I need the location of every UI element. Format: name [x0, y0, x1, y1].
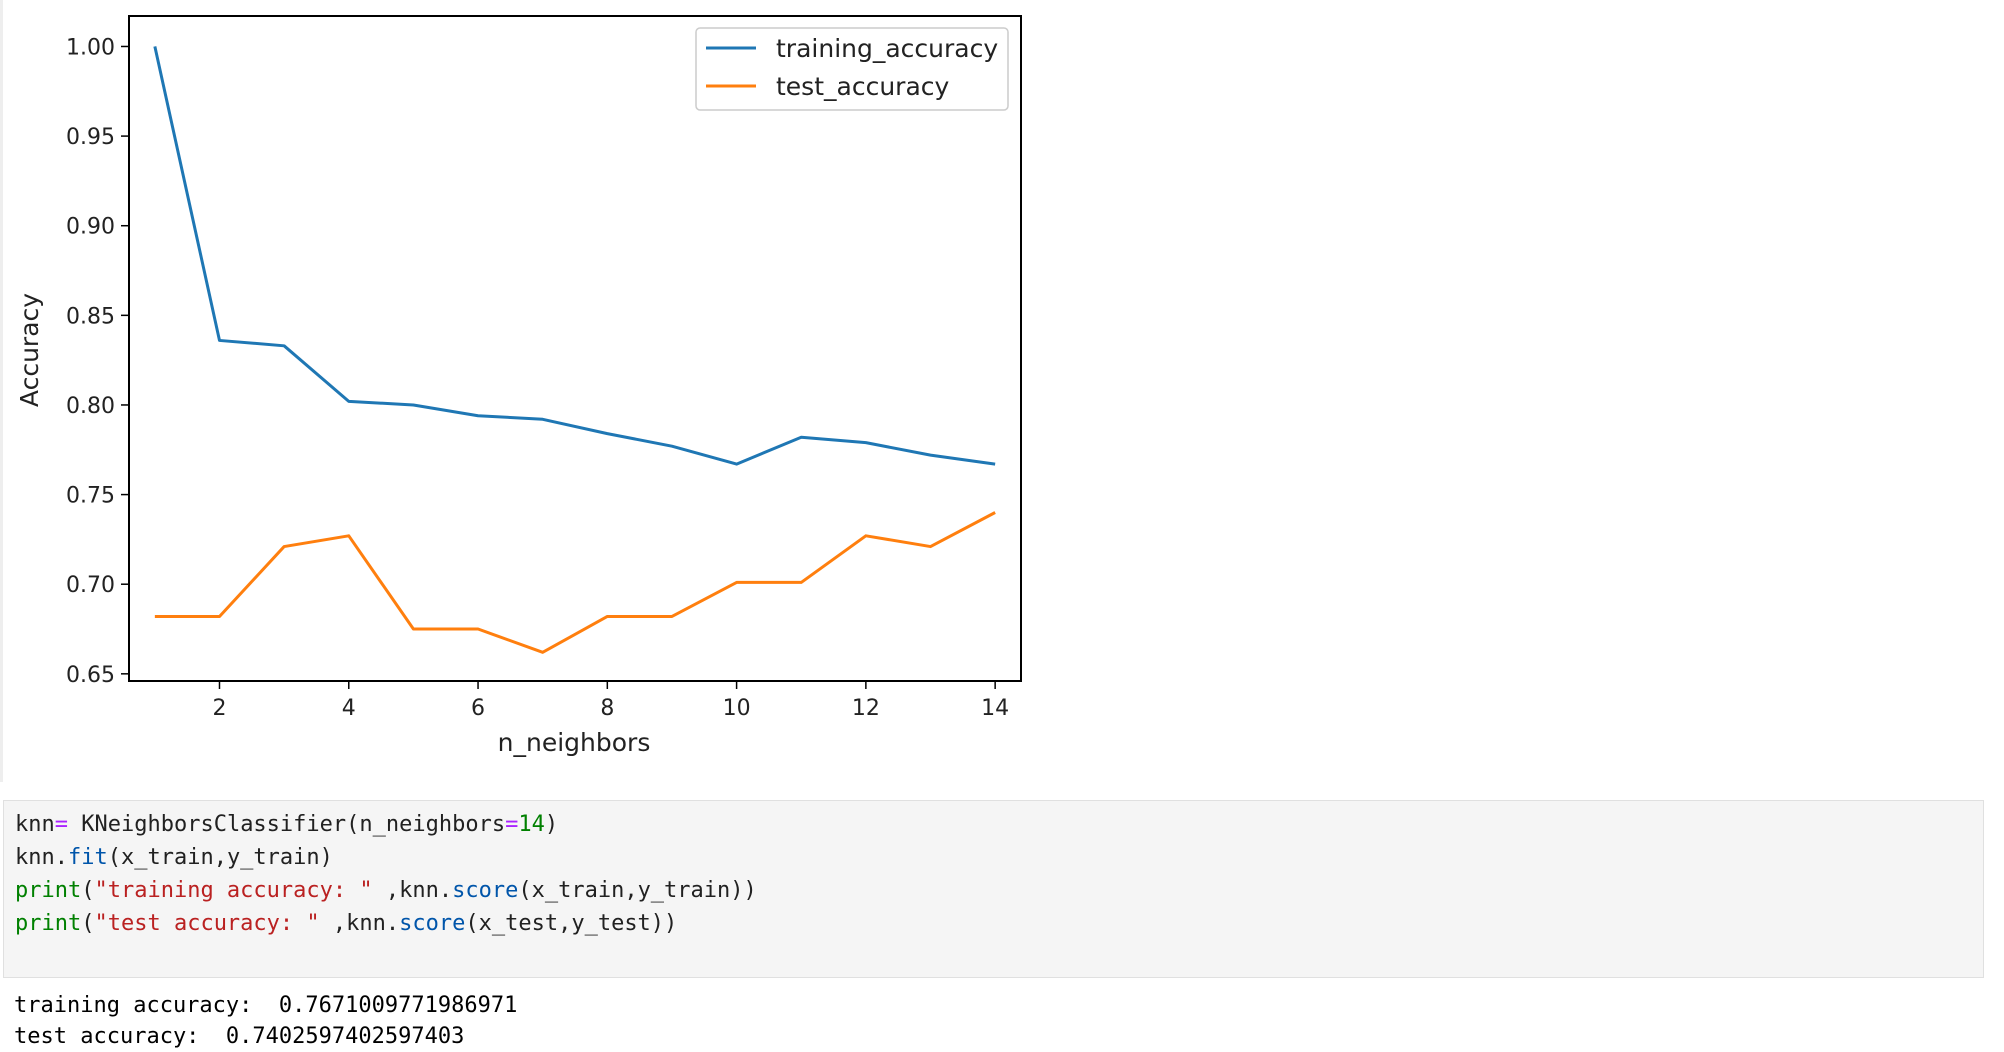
chart-legend: training_accuracy test_accuracy	[695, 27, 1009, 111]
x-tick-label: 8	[600, 696, 614, 721]
code-line-2: knn.fit(x_train,y_train)	[15, 841, 333, 874]
code-token: (x_train,y_train))	[518, 878, 757, 903]
code-token: fit	[67, 845, 108, 870]
code-token: "training accuracy: "	[94, 878, 373, 903]
cell-output-area: 2 4 6 8 10 12 14 0.65 0.70 0.75 0.80 0.85 0.90 0.95 1.…	[0, 0, 1022, 782]
cell-stdout: training accuracy: 0.7671009771986971 te…	[14, 990, 1914, 1052]
plot-area-frame	[128, 15, 1022, 682]
y-axis-label: Accuracy	[15, 293, 44, 407]
y-tick-label: 0.80	[66, 394, 115, 419]
code-token: (x_train,y_train)	[107, 845, 333, 870]
code-token: ,knn.	[319, 911, 400, 936]
y-tick-label: 0.65	[66, 663, 115, 688]
code-token: (	[81, 878, 95, 903]
x-tick-label: 4	[342, 696, 356, 721]
code-token: print	[15, 911, 82, 936]
y-tick-label: 0.70	[66, 573, 115, 598]
x-tick-label: 14	[981, 696, 1009, 721]
test-accuracy-line	[154, 511, 996, 654]
code-token: (x_test,y_test))	[465, 911, 678, 936]
x-tick-label: 12	[852, 696, 880, 721]
training-accuracy-line	[153, 46, 996, 466]
code-token: =	[505, 812, 519, 837]
code-line-3: print("training accuracy: " ,knn.score(x…	[15, 874, 757, 907]
accuracy-line-chart: 2 4 6 8 10 12 14 0.65 0.70 0.75 0.80 0.85 0.90 0.95 1.…	[15, 15, 1022, 757]
code-token: knn.	[15, 845, 68, 870]
output-line-training: training accuracy: 0.7671009771986971	[14, 993, 518, 1018]
code-token: score	[452, 878, 519, 903]
output-left-border	[0, 0, 3, 782]
output-line-test: test accuracy: 0.7402597402597403	[14, 1024, 465, 1049]
code-token: knn	[15, 812, 55, 837]
code-token: "test accuracy: "	[94, 911, 320, 936]
y-tick-label: 1.00	[66, 35, 115, 60]
legend-label-training: training_accuracy	[776, 34, 998, 63]
y-tick-label: 0.95	[66, 125, 115, 150]
x-axis-label: n_neighbors	[498, 728, 651, 757]
code-token: print	[15, 878, 82, 903]
legend-box	[695, 27, 1009, 111]
code-token: KNeighborsClassifier(n_neighbors	[81, 812, 506, 837]
x-tick-label: 10	[723, 696, 751, 721]
code-token: )	[544, 812, 559, 837]
legend-label-test: test_accuracy	[776, 72, 950, 101]
x-tick-label: 2	[212, 696, 226, 721]
code-line-4: print("test accuracy: " ,knn.score(x_tes…	[15, 907, 677, 940]
code-token: score	[399, 911, 466, 936]
y-tick-label: 0.85	[66, 304, 115, 329]
code-token: (	[81, 911, 95, 936]
series-group	[153, 46, 996, 654]
x-tick-label: 6	[471, 696, 485, 721]
code-line-1: knn= KNeighborsClassifier(n_neighbors=14…	[15, 808, 558, 841]
y-tick-label: 0.75	[66, 484, 115, 509]
code-token: =	[54, 812, 82, 837]
code-cell[interactable]: knn= KNeighborsClassifier(n_neighbors=14…	[3, 800, 1984, 978]
code-token: 14	[518, 812, 545, 837]
code-token: ,knn.	[372, 878, 453, 903]
y-tick-label: 0.90	[66, 215, 115, 240]
axes-group: 2 4 6 8 10 12 14 0.65 0.70 0.75 0.80 0.85 0.90 0.95 1.…	[66, 15, 1022, 721]
